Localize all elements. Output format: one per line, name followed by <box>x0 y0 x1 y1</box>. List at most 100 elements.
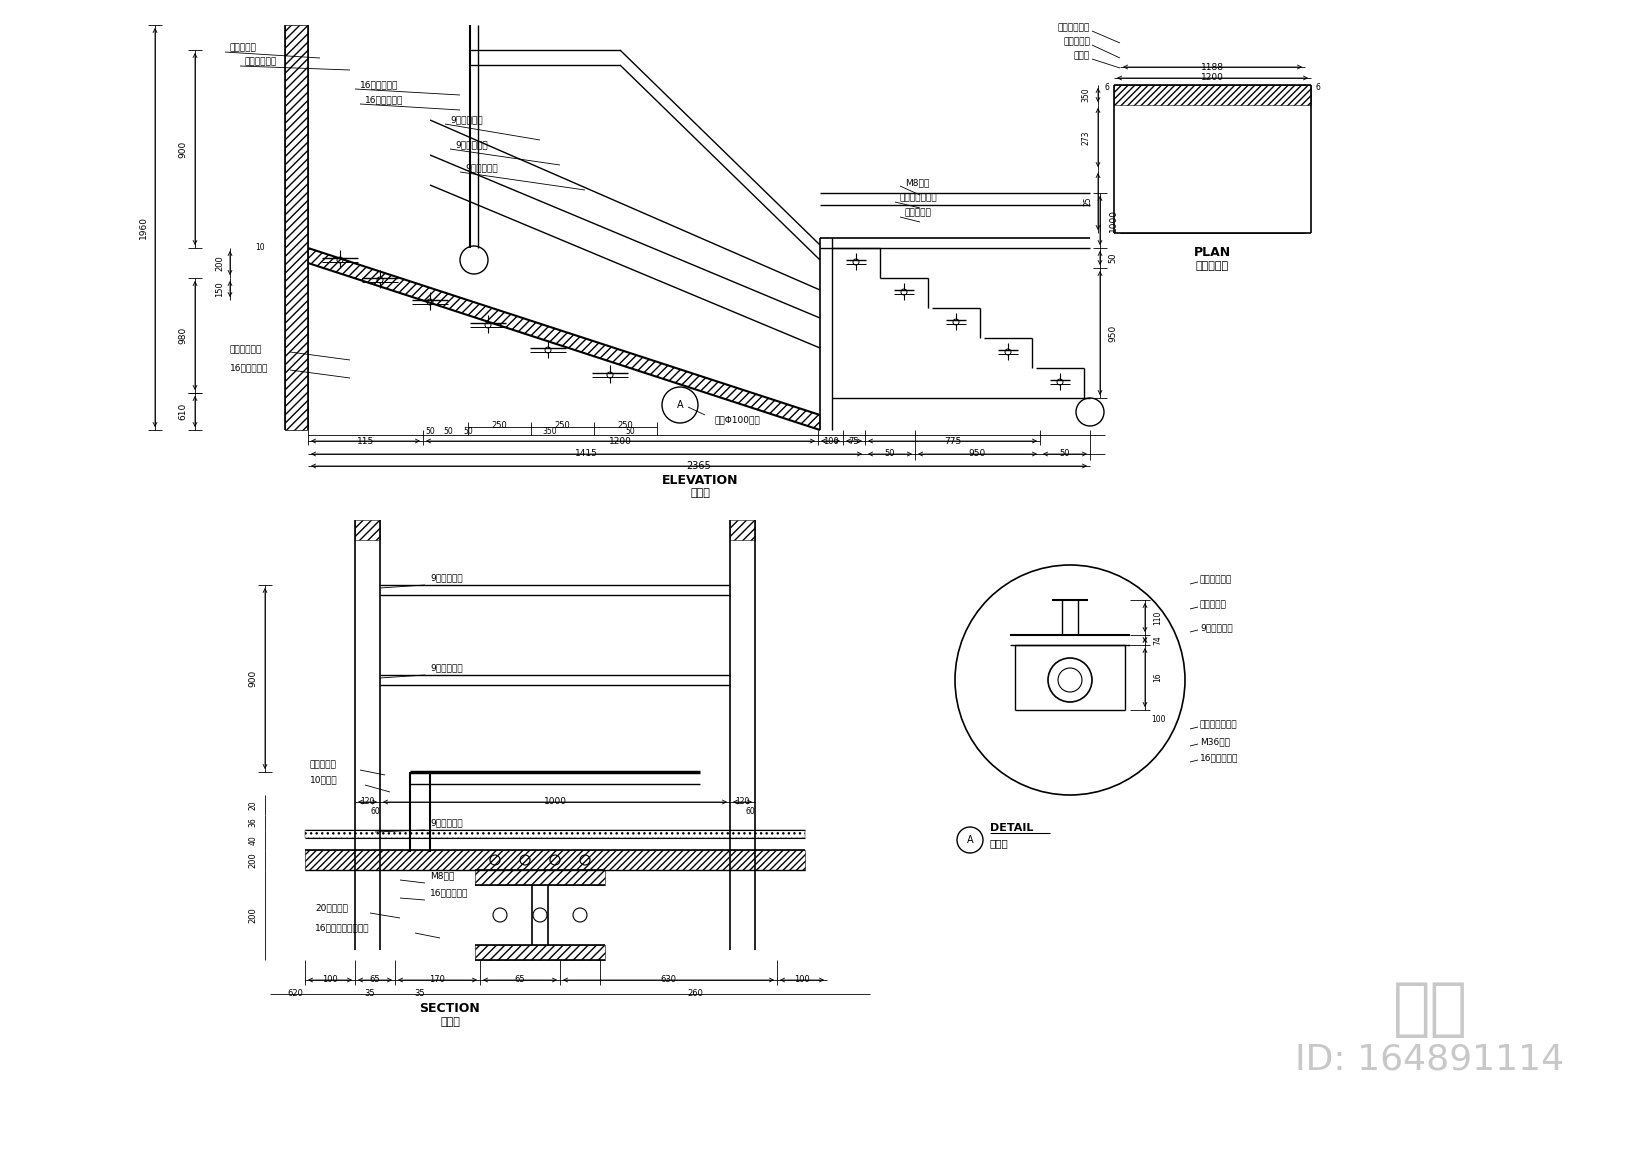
Text: 100: 100 <box>794 975 809 984</box>
Text: 25: 25 <box>1083 197 1093 206</box>
Text: 50: 50 <box>443 428 453 437</box>
Text: 1415: 1415 <box>575 450 598 459</box>
Text: 9厚扁钢烤漆: 9厚扁钢烤漆 <box>430 664 463 672</box>
Text: 9厚扁钢烤漆: 9厚扁钢烤漆 <box>430 573 463 582</box>
Text: 100: 100 <box>1150 715 1165 725</box>
Text: 250: 250 <box>554 421 570 430</box>
Text: 1960: 1960 <box>138 216 148 239</box>
Text: 花岗岩扶手: 花岗岩扶手 <box>1200 600 1226 609</box>
Text: 1000: 1000 <box>1109 209 1117 232</box>
Text: 350: 350 <box>1081 87 1091 103</box>
Text: 16厘锂板烤漆: 16厘锂板烤漆 <box>364 96 404 105</box>
Text: 20: 20 <box>249 800 257 810</box>
Text: 900: 900 <box>249 670 257 687</box>
Text: 16: 16 <box>1154 672 1162 683</box>
Text: 950: 950 <box>969 450 986 459</box>
Text: 大样图: 大样图 <box>990 838 1009 848</box>
Text: 620: 620 <box>287 989 303 998</box>
Text: 1188: 1188 <box>1201 63 1224 71</box>
Text: 630: 630 <box>661 975 676 984</box>
Text: 110: 110 <box>1154 610 1162 624</box>
Text: 知未: 知未 <box>1393 980 1467 1040</box>
Text: 钢板焊接平烤漆: 钢板焊接平烤漆 <box>1200 720 1238 729</box>
Text: 610: 610 <box>178 403 188 421</box>
Text: 四杆Φ100连接: 四杆Φ100连接 <box>715 416 761 424</box>
Text: 50: 50 <box>1060 450 1070 459</box>
Text: ELEVATION: ELEVATION <box>662 473 738 487</box>
Text: 100: 100 <box>822 437 839 445</box>
Text: 100: 100 <box>321 975 338 984</box>
Text: 1000: 1000 <box>544 798 567 806</box>
Text: 40: 40 <box>249 835 257 845</box>
Text: 900: 900 <box>178 140 188 157</box>
Text: 花岗岩扶手: 花岗岩扶手 <box>1063 37 1089 47</box>
Text: 120: 120 <box>361 798 374 806</box>
Text: A: A <box>677 400 684 410</box>
Text: 16厘锂板烤漆: 16厘锂板烤漆 <box>231 363 269 373</box>
Text: 10: 10 <box>255 242 265 252</box>
Text: 50: 50 <box>1109 253 1117 263</box>
Text: M8螺栓: M8螺栓 <box>430 871 455 881</box>
Text: 16厚钢板烤漆: 16厚钢板烤漆 <box>1200 754 1238 763</box>
Text: 立面图: 立面图 <box>691 488 710 497</box>
Text: 200: 200 <box>249 852 257 868</box>
Text: 150: 150 <box>216 281 224 297</box>
Text: 钢制托斗烤漆: 钢制托斗烤漆 <box>1200 576 1233 585</box>
Text: 74: 74 <box>1154 635 1162 645</box>
Text: 200: 200 <box>216 255 224 271</box>
Text: 9厘扁锂烤漆: 9厘扁锂烤漆 <box>465 163 498 172</box>
Text: 剪面图: 剪面图 <box>440 1017 460 1028</box>
Text: 9厚钢板烤漆: 9厚钢板烤漆 <box>430 819 463 827</box>
Text: 2365: 2365 <box>687 461 712 471</box>
Text: 9厚钢板烤漆: 9厚钢板烤漆 <box>1200 623 1233 633</box>
Text: 115: 115 <box>358 437 374 445</box>
Text: 踏步平面图: 踏步平面图 <box>1195 261 1228 271</box>
Text: 50: 50 <box>463 428 473 437</box>
Text: 200: 200 <box>249 908 257 923</box>
Text: 6: 6 <box>1315 84 1320 92</box>
Text: 1200: 1200 <box>610 437 631 445</box>
Text: 980: 980 <box>178 327 188 344</box>
Text: 65: 65 <box>514 975 526 984</box>
Text: 16厘锂板烤漆: 16厘锂板烤漆 <box>359 80 399 90</box>
Text: 36: 36 <box>249 817 257 827</box>
Text: 锂板焊接平烤漆: 锂板焊接平烤漆 <box>900 193 938 203</box>
Text: 16厚钢板烤漆: 16厚钢板烤漆 <box>430 889 468 897</box>
Text: M8螺栋: M8螺栋 <box>905 178 929 188</box>
Text: 35: 35 <box>415 989 425 998</box>
Text: 170: 170 <box>430 975 445 984</box>
Text: 60: 60 <box>371 807 381 817</box>
Text: 120: 120 <box>735 798 750 806</box>
Text: DETAIL: DETAIL <box>990 822 1033 833</box>
Text: 250: 250 <box>491 421 508 430</box>
Text: PLAN: PLAN <box>1193 247 1231 260</box>
Text: 6: 6 <box>1104 84 1109 92</box>
Text: 20槽钢加劲: 20槽钢加劲 <box>315 904 348 912</box>
Text: A: A <box>967 835 974 845</box>
Text: 花岗岩扶手: 花岗岩扶手 <box>905 209 931 218</box>
Text: M36螺栓: M36螺栓 <box>1200 737 1229 747</box>
Text: 75: 75 <box>849 437 859 445</box>
Text: 1200: 1200 <box>1201 73 1224 83</box>
Text: 60: 60 <box>745 807 755 817</box>
Text: 65: 65 <box>369 975 381 984</box>
Text: 250: 250 <box>616 421 633 430</box>
Text: 35: 35 <box>364 989 376 998</box>
Text: 防滑槽: 防滑槽 <box>1074 51 1089 61</box>
Text: ID: 164891114: ID: 164891114 <box>1295 1043 1564 1076</box>
Text: SECTION: SECTION <box>420 1002 480 1015</box>
Text: 50: 50 <box>425 428 435 437</box>
Text: 9厘扁锂烤漆: 9厘扁锂烤漆 <box>455 141 488 149</box>
Text: 273: 273 <box>1081 130 1091 144</box>
Text: 花岗岩扶手: 花岗岩扶手 <box>310 761 336 770</box>
Text: 50: 50 <box>885 450 895 459</box>
Text: 775: 775 <box>944 437 961 445</box>
Text: 16厚钢板焊接平烤漆: 16厚钢板焊接平烤漆 <box>315 924 369 932</box>
Text: 9厘扁锂烤漆: 9厘扁锂烤漆 <box>450 115 483 125</box>
Text: 花岗岩扶手: 花岗岩扶手 <box>231 43 257 52</box>
Text: 锂制托斗烤漆: 锂制托斗烤漆 <box>1058 23 1089 33</box>
Text: 950: 950 <box>1109 324 1117 341</box>
Text: 260: 260 <box>687 989 704 998</box>
Text: 350: 350 <box>542 428 557 437</box>
Text: 50: 50 <box>625 428 634 437</box>
